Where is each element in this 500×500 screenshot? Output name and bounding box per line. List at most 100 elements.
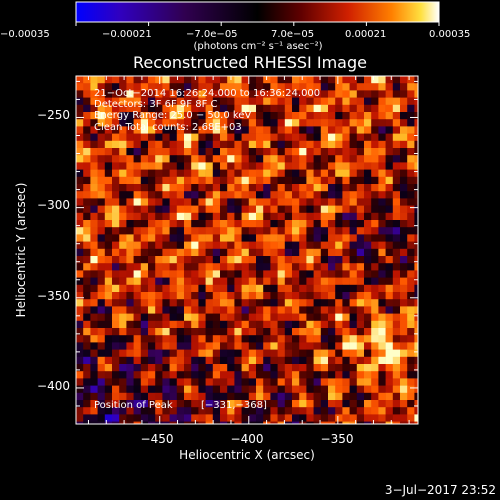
heatmap-cell [378, 112, 386, 120]
heatmap-cell [191, 306, 199, 314]
heatmap-cell [140, 169, 149, 178]
heatmap-cell [104, 256, 113, 264]
heatmap-cell [76, 169, 84, 178]
heatmap-cell [414, 306, 418, 314]
heatmap-cell [234, 162, 242, 170]
heatmap-cell [112, 140, 120, 149]
heatmap-cell [76, 155, 84, 163]
heatmap-cell [328, 320, 336, 329]
heatmap-cell [256, 277, 264, 286]
heatmap-cell [148, 133, 156, 142]
heatmap-cell [176, 205, 185, 214]
heatmap-cell [198, 169, 206, 178]
heatmap-cell [76, 148, 84, 156]
heatmap-cell [364, 227, 372, 235]
heatmap-cell [349, 83, 358, 91]
heatmap-cell [104, 306, 113, 314]
heatmap-cell [349, 112, 358, 120]
heatmap-cell [292, 155, 300, 163]
heatmap-cell [356, 421, 365, 424]
heatmap-cell [155, 284, 163, 293]
heatmap-cell [335, 90, 343, 98]
heatmap-cell [414, 320, 418, 329]
heatmap-cell [306, 342, 314, 350]
heatmap-cell [270, 248, 278, 257]
heatmap-cell [155, 400, 163, 408]
heatmap-cell [313, 400, 322, 408]
heatmap-cell [277, 191, 286, 199]
heatmap-cell [119, 335, 127, 343]
heatmap-cell [76, 97, 84, 106]
heatmap-cell [169, 198, 178, 206]
heatmap-cell [299, 133, 307, 142]
heatmap-cell [191, 270, 199, 278]
heatmap-cell [162, 277, 170, 286]
heatmap-cell [364, 162, 372, 170]
heatmap-cell [378, 385, 386, 394]
heatmap-cell [83, 421, 91, 424]
heatmap-cell [126, 212, 134, 221]
heatmap-cell [392, 104, 401, 113]
heatmap-cell [97, 97, 106, 106]
heatmap-cell [378, 90, 386, 98]
heatmap-cell [248, 119, 257, 127]
heatmap-cell [284, 421, 293, 424]
heatmap-cell [198, 328, 206, 336]
heatmap-cell [385, 284, 394, 293]
heatmap-cell [313, 227, 322, 235]
heatmap-cell [162, 349, 170, 358]
heatmap-cell [292, 76, 300, 84]
heatmap-cell [335, 385, 343, 394]
heatmap-cell [371, 292, 379, 300]
heatmap-cell [176, 392, 185, 401]
heatmap-cell [104, 104, 113, 113]
heatmap-cell [191, 119, 199, 127]
heatmap-cell [306, 119, 314, 127]
heatmap-cell [133, 414, 142, 422]
heatmap-cell [162, 385, 170, 394]
heatmap-cell [328, 133, 336, 142]
heatmap-cell [205, 385, 214, 394]
heatmap-cell [83, 234, 91, 242]
heatmap-cell [241, 191, 250, 199]
heatmap-cell [155, 83, 163, 91]
heatmap-cell [392, 234, 401, 242]
heatmap-cell [292, 169, 300, 178]
heatmap-cell [284, 256, 293, 264]
heatmap-cell [335, 306, 343, 314]
heatmap-cell [299, 313, 307, 322]
heatmap-cell [198, 133, 206, 142]
heatmap-cell [292, 392, 300, 401]
heatmap-cell [400, 234, 408, 242]
heatmap-cell [371, 191, 379, 199]
heatmap-cell [140, 400, 149, 408]
heatmap-cell [198, 83, 206, 91]
heatmap-cell [306, 320, 314, 329]
heatmap-cell [126, 292, 134, 300]
heatmap-cell [212, 220, 221, 228]
heatmap-cell [220, 263, 228, 271]
heatmap-cell [284, 270, 293, 278]
heatmap-cell [392, 162, 401, 170]
heatmap-cell [241, 299, 250, 307]
heatmap-cell [349, 421, 358, 424]
heatmap-cell [313, 119, 322, 127]
heatmap-cell [112, 407, 120, 415]
heatmap-cell [191, 414, 199, 422]
heatmap-cell [119, 241, 127, 250]
heatmap-cell [299, 328, 307, 336]
heatmap-cell [328, 277, 336, 286]
heatmap-cell [140, 227, 149, 235]
heatmap-cell [385, 97, 394, 106]
heatmap-cell [292, 198, 300, 206]
heatmap-cell [378, 104, 386, 113]
heatmap-cell [198, 90, 206, 98]
heatmap-cell [126, 299, 134, 307]
heatmap-cell [277, 184, 286, 192]
heatmap-cell [313, 328, 322, 336]
heatmap-cell [328, 284, 336, 293]
heatmap-cell [112, 83, 120, 91]
heatmap-cell [126, 148, 134, 156]
heatmap-cell [306, 184, 314, 192]
heatmap-cell [97, 349, 106, 358]
